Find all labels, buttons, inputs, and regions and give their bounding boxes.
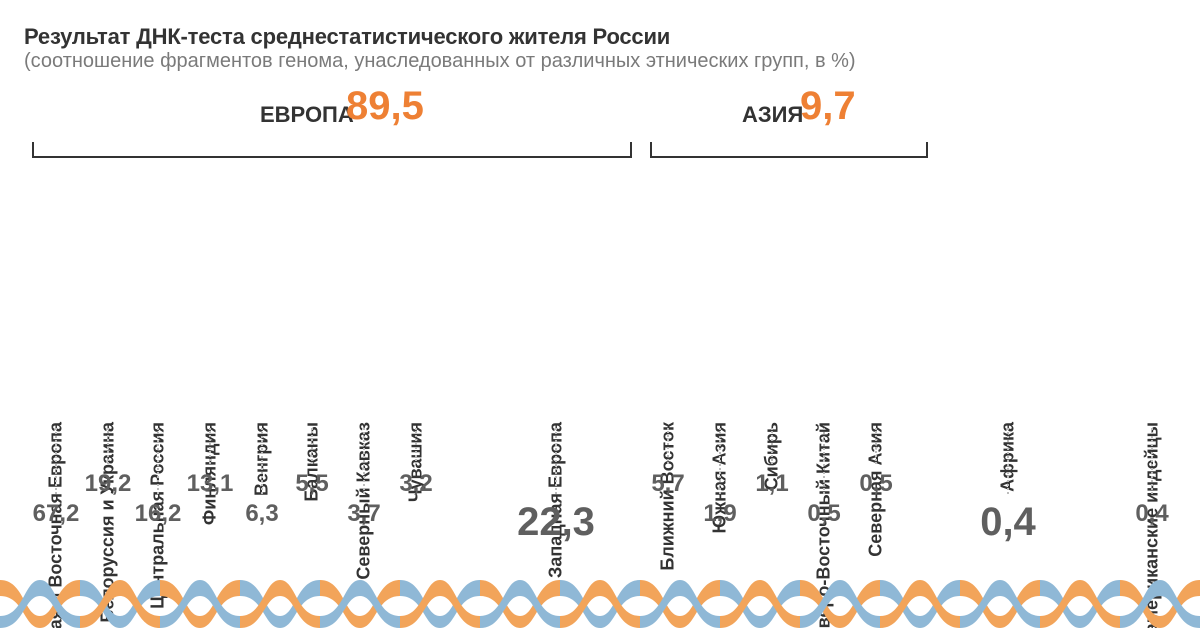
column-dotted-line [667,428,669,464]
ribbon-segment [400,568,480,628]
column-value: 19,2 [85,470,132,498]
column: Северный Кавказ3,7 [344,162,384,540]
column-dotted-line [1007,428,1009,494]
ribbon-segment [640,568,720,628]
column-value: 1,1 [755,470,788,498]
column-value: 3,2 [399,470,432,498]
column: Западная Европа22,3 [536,162,576,540]
ribbon-segment [880,568,960,628]
page-subtitle: (соотношение фрагментов генома, унаследо… [24,50,856,73]
region-bracket [32,140,632,158]
column: Ближний Восток5,7 [648,162,688,540]
column-value: 16,2 [135,500,182,528]
column: Южная Азия1,9 [700,162,740,540]
ribbon-segment [560,568,640,628]
ribbon-segment [480,568,560,628]
ribbon-segment [960,568,1040,628]
region-value: 89,5 [346,84,424,129]
column: Балканы5,5 [292,162,332,540]
region-value: 9,7 [800,84,856,129]
column: Чувашия3,2 [396,162,436,540]
infographic-root: { "title": "Результат ДНК-теста среднест… [0,0,1200,628]
column: Сибирь1,1 [752,162,792,540]
column-value: 67,2 [33,500,80,528]
column-dotted-line [363,428,365,494]
column-value: 0,4 [980,500,1036,545]
column: Венгрия6,3 [242,162,282,540]
column: Япония и Северо-Восточный Китай0,5 [804,162,844,540]
ribbon-segment [800,568,880,628]
column-dotted-line [719,428,721,494]
column: Центральная Россия16,2 [138,162,178,540]
region-label: АЗИЯ [742,102,803,128]
column-dotted-line [823,428,825,494]
ribbon-segment [80,568,160,628]
region-label: ЕВРОПА [260,102,354,128]
ribbon-segment [720,568,800,628]
column-dotted-line [55,428,57,494]
column-value: 22,3 [517,500,595,545]
region-bracket [650,140,928,158]
column-dotted-line [157,428,159,494]
column-dotted-line [415,428,417,464]
ribbon-segment [320,568,400,628]
ribbon-segment [1120,568,1200,628]
ribbon-segment [1040,568,1120,628]
ribbon-segment [160,568,240,628]
ribbon-segment [0,568,80,628]
column-value: 0,5 [807,500,840,528]
column-dotted-line [209,428,211,464]
column: Финляндия13,1 [190,162,230,540]
column-value: 0,4 [1135,500,1168,528]
dna-ribbon [0,568,1200,628]
column-value: 3,7 [347,500,380,528]
column-dotted-line [771,428,773,464]
column-value: 6,3 [245,500,278,528]
column-dotted-line [261,428,263,494]
column-dotted-line [107,428,109,464]
column-value: 1,9 [703,500,736,528]
page-title: Результат ДНК-теста среднестатистическог… [24,24,670,50]
ribbon-segment [240,568,320,628]
column-dotted-line [875,428,877,464]
column-dotted-line [1151,428,1153,494]
column-value: 5,5 [295,470,328,498]
column-dotted-line [555,428,557,494]
column-value: 5,7 [651,470,684,498]
column-dotted-line [311,428,313,464]
column: Белоруссия и Украина19,2 [88,162,128,540]
column-value: 13,1 [187,470,234,498]
column: Центральная и Восточная Европа67,2 [36,162,76,540]
column: Северная Азия0,5 [856,162,896,540]
column-value: 0,5 [859,470,892,498]
column: Океания и американские индейцы0,4 [1132,162,1172,540]
column: Африка0,4 [988,162,1028,540]
